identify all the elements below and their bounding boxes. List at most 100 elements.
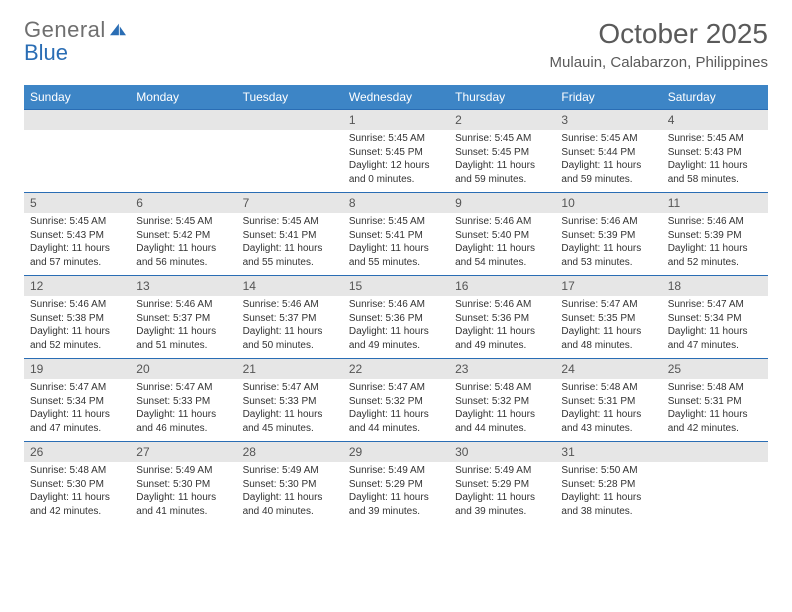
day-number: 7 [237, 192, 343, 213]
sunset-line: Sunset: 5:39 PM [561, 229, 655, 243]
day-number: 5 [24, 192, 130, 213]
sunrise-line: Sunrise: 5:45 AM [349, 132, 443, 146]
sunrise-line: Sunrise: 5:47 AM [243, 381, 337, 395]
daylight-line: Daylight: 11 hours and 59 minutes. [561, 159, 655, 186]
daylight-line: Daylight: 11 hours and 52 minutes. [668, 242, 762, 269]
sunset-line: Sunset: 5:35 PM [561, 312, 655, 326]
daylight-line: Daylight: 11 hours and 55 minutes. [243, 242, 337, 269]
daylight-line: Daylight: 11 hours and 50 minutes. [243, 325, 337, 352]
daylight-line: Daylight: 11 hours and 55 minutes. [349, 242, 443, 269]
day-data: Sunrise: 5:49 AMSunset: 5:29 PMDaylight:… [343, 462, 449, 524]
calendar-cell: 4Sunrise: 5:45 AMSunset: 5:43 PMDaylight… [662, 109, 768, 192]
daylight-line: Daylight: 11 hours and 40 minutes. [243, 491, 337, 518]
daylight-line: Daylight: 11 hours and 49 minutes. [455, 325, 549, 352]
day-number: 17 [555, 275, 661, 296]
day-data: Sunrise: 5:48 AMSunset: 5:31 PMDaylight:… [662, 379, 768, 441]
calendar-cell: 10Sunrise: 5:46 AMSunset: 5:39 PMDayligh… [555, 192, 661, 275]
daylight-line: Daylight: 11 hours and 47 minutes. [668, 325, 762, 352]
day-data: Sunrise: 5:48 AMSunset: 5:30 PMDaylight:… [24, 462, 130, 524]
day-data: Sunrise: 5:47 AMSunset: 5:33 PMDaylight:… [130, 379, 236, 441]
day-header: Saturday [662, 85, 768, 109]
sunset-line: Sunset: 5:36 PM [349, 312, 443, 326]
sunrise-line: Sunrise: 5:46 AM [349, 298, 443, 312]
sunrise-line: Sunrise: 5:49 AM [243, 464, 337, 478]
daylight-line: Daylight: 11 hours and 54 minutes. [455, 242, 549, 269]
day-header: Tuesday [237, 85, 343, 109]
title-block: October 2025 Mulauin, Calabarzon, Philip… [550, 18, 768, 71]
day-data: Sunrise: 5:45 AMSunset: 5:41 PMDaylight:… [343, 213, 449, 275]
day-number-empty [662, 441, 768, 462]
day-number: 2 [449, 109, 555, 130]
day-number: 9 [449, 192, 555, 213]
day-data: Sunrise: 5:47 AMSunset: 5:34 PMDaylight:… [24, 379, 130, 441]
calendar-cell: 27Sunrise: 5:49 AMSunset: 5:30 PMDayligh… [130, 441, 236, 524]
day-data: Sunrise: 5:46 AMSunset: 5:36 PMDaylight:… [343, 296, 449, 358]
sunset-line: Sunset: 5:37 PM [136, 312, 230, 326]
day-number: 19 [24, 358, 130, 379]
day-data: Sunrise: 5:46 AMSunset: 5:40 PMDaylight:… [449, 213, 555, 275]
day-number: 24 [555, 358, 661, 379]
day-number: 31 [555, 441, 661, 462]
sunrise-line: Sunrise: 5:45 AM [349, 215, 443, 229]
daylight-line: Daylight: 11 hours and 41 minutes. [136, 491, 230, 518]
sunset-line: Sunset: 5:31 PM [668, 395, 762, 409]
calendar-cell: 29Sunrise: 5:49 AMSunset: 5:29 PMDayligh… [343, 441, 449, 524]
daylight-line: Daylight: 11 hours and 52 minutes. [30, 325, 124, 352]
sunset-line: Sunset: 5:30 PM [30, 478, 124, 492]
sunrise-line: Sunrise: 5:46 AM [30, 298, 124, 312]
header: GeneralBlue October 2025 Mulauin, Calaba… [24, 18, 768, 71]
logo-text-general: General [24, 17, 106, 42]
day-number: 12 [24, 275, 130, 296]
sunset-line: Sunset: 5:41 PM [243, 229, 337, 243]
sunrise-line: Sunrise: 5:47 AM [349, 381, 443, 395]
calendar-table: SundayMondayTuesdayWednesdayThursdayFrid… [24, 85, 768, 524]
day-data: Sunrise: 5:46 AMSunset: 5:38 PMDaylight:… [24, 296, 130, 358]
calendar-cell: 31Sunrise: 5:50 AMSunset: 5:28 PMDayligh… [555, 441, 661, 524]
day-data: Sunrise: 5:45 AMSunset: 5:42 PMDaylight:… [130, 213, 236, 275]
calendar-cell: 21Sunrise: 5:47 AMSunset: 5:33 PMDayligh… [237, 358, 343, 441]
day-number: 30 [449, 441, 555, 462]
calendar-cell: 26Sunrise: 5:48 AMSunset: 5:30 PMDayligh… [24, 441, 130, 524]
daylight-line: Daylight: 11 hours and 53 minutes. [561, 242, 655, 269]
day-number: 14 [237, 275, 343, 296]
calendar-cell: 25Sunrise: 5:48 AMSunset: 5:31 PMDayligh… [662, 358, 768, 441]
sunset-line: Sunset: 5:44 PM [561, 146, 655, 160]
day-data: Sunrise: 5:45 AMSunset: 5:45 PMDaylight:… [343, 130, 449, 192]
calendar-cell: 9Sunrise: 5:46 AMSunset: 5:40 PMDaylight… [449, 192, 555, 275]
daylight-line: Daylight: 11 hours and 39 minutes. [455, 491, 549, 518]
sunset-line: Sunset: 5:32 PM [455, 395, 549, 409]
calendar-cell [130, 109, 236, 192]
sunrise-line: Sunrise: 5:45 AM [136, 215, 230, 229]
day-number: 10 [555, 192, 661, 213]
daylight-line: Daylight: 11 hours and 47 minutes. [30, 408, 124, 435]
sunrise-line: Sunrise: 5:49 AM [455, 464, 549, 478]
day-data: Sunrise: 5:47 AMSunset: 5:34 PMDaylight:… [662, 296, 768, 358]
daylight-line: Daylight: 11 hours and 44 minutes. [455, 408, 549, 435]
calendar-cell: 6Sunrise: 5:45 AMSunset: 5:42 PMDaylight… [130, 192, 236, 275]
day-header: Monday [130, 85, 236, 109]
sunrise-line: Sunrise: 5:49 AM [349, 464, 443, 478]
calendar-week: 5 Sunrise: 5:45 AM Sunset: 5:43 PM Daylight… [24, 192, 768, 275]
sunset-line: Sunset: 5:43 PM [668, 146, 762, 160]
sunset-line: Sunset: 5:30 PM [243, 478, 337, 492]
day-number: 27 [130, 441, 236, 462]
day-data: Sunrise: 5:46 AMSunset: 5:37 PMDaylight:… [130, 296, 236, 358]
day-number: 18 [662, 275, 768, 296]
calendar-cell: 16Sunrise: 5:46 AMSunset: 5:36 PMDayligh… [449, 275, 555, 358]
daylight-line: Daylight: 11 hours and 44 minutes. [349, 408, 443, 435]
daylight-line: Daylight: 11 hours and 42 minutes. [30, 491, 124, 518]
sunrise-line: Sunrise: 5:46 AM [136, 298, 230, 312]
sunset-line: Sunset: 5:33 PM [243, 395, 337, 409]
sunset-line: Sunset: 5:43 PM [30, 229, 124, 243]
calendar-cell: 15Sunrise: 5:46 AMSunset: 5:36 PMDayligh… [343, 275, 449, 358]
calendar-cell: 17Sunrise: 5:47 AMSunset: 5:35 PMDayligh… [555, 275, 661, 358]
sunrise-line: Sunrise: 5:46 AM [455, 215, 549, 229]
day-data: Sunrise: 5:49 AMSunset: 5:30 PMDaylight:… [130, 462, 236, 524]
daylight-line: Daylight: 11 hours and 56 minutes. [136, 242, 230, 269]
calendar-week: 1Sunrise: 5:45 AMSunset: 5:45 PMDaylight… [24, 109, 768, 192]
calendar-cell: 12Sunrise: 5:46 AMSunset: 5:38 PMDayligh… [24, 275, 130, 358]
calendar-cell: 5Sunrise: 5:45 AMSunset: 5:43 PMDaylight… [24, 192, 130, 275]
calendar-week: 12Sunrise: 5:46 AMSunset: 5:38 PMDayligh… [24, 275, 768, 358]
calendar-cell: 11Sunrise: 5:46 AMSunset: 5:39 PMDayligh… [662, 192, 768, 275]
daylight-line: Daylight: 11 hours and 38 minutes. [561, 491, 655, 518]
